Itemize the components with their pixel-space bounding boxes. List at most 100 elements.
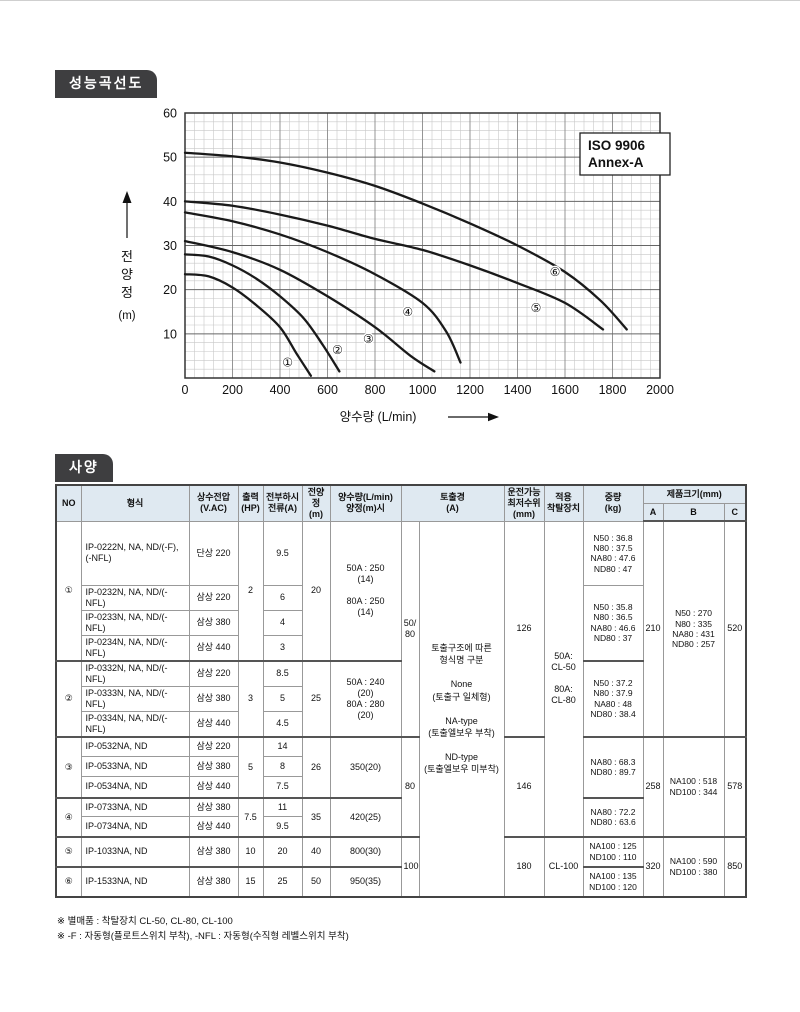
spec-cell: 126 xyxy=(503,520,545,738)
table-row: IP-0333N, NA, ND/(-NFL) 삼상 380 5 xyxy=(56,685,746,712)
spec-cell: 50 xyxy=(301,865,331,898)
chart-text: 1200 xyxy=(456,383,484,397)
spec-cell: IP-1033NA, ND xyxy=(80,835,190,868)
spec-cell: 50A : 250 (14) 80A : 250 (14) xyxy=(329,520,402,662)
spec-cell: IP-0734NA, ND xyxy=(80,816,190,838)
spec-cell: 삼상 380 xyxy=(188,835,239,868)
spec-cell: 9.5 xyxy=(262,520,303,586)
spec-cell: N50 : 35.8 N80 : 36.5 NA80 : 46.6 ND80 :… xyxy=(582,584,644,662)
spec-cell: 350(20) xyxy=(329,735,402,799)
spec-cell: IP-1533NA, ND xyxy=(80,865,190,898)
spec-cell: 950(35) xyxy=(329,865,402,898)
spec-cell: NA100 : 135 ND100 : 120 xyxy=(582,865,644,898)
spec-cell: 3 xyxy=(237,659,264,738)
spec-cell: IP-0334N, NA, ND/(-NFL) xyxy=(80,710,190,738)
col-current: 전부하시 전류(A) xyxy=(262,484,303,522)
col-head: 전양정 (m) xyxy=(301,484,331,522)
table-row: ④ IP-0733NA, ND 삼상 380 7.5 11 35 420(25) NA80 :… xyxy=(55,796,746,838)
col-flow: 양수량(L/min) 양정(m)시 xyxy=(329,484,402,522)
row-group-number: ⑥ xyxy=(55,865,82,898)
table-row: ⑤ IP-1033NA, ND 삼상 380 10 20 40 800(30) 100 180 C… xyxy=(55,835,747,898)
col-size-c: C xyxy=(723,502,747,523)
iso-annotation-box xyxy=(579,132,671,176)
y-tick-label: 40 xyxy=(163,195,177,209)
y-tick-label: 50 xyxy=(163,151,177,165)
col-no: NO xyxy=(55,484,82,522)
spec-cell: 5 xyxy=(262,685,303,712)
spec-cell: IP-0532NA, ND xyxy=(80,735,190,758)
spec-cell: 8 xyxy=(262,756,303,778)
spec-cell: NA100 : 590 ND100 : 380 xyxy=(662,835,725,898)
chart-text: 2000 xyxy=(646,383,674,397)
spec-cell: 80 xyxy=(400,735,420,838)
y-axis-label: 정 xyxy=(121,285,133,300)
spec-cell: 100 xyxy=(400,835,420,898)
col-output: 출력 (HP) xyxy=(237,484,264,522)
curve-4 xyxy=(183,211,462,364)
col-min-level: 운전가능 최저수위 (mm) xyxy=(503,484,545,522)
spec-cell: 40 xyxy=(301,835,331,868)
table-row: ② IP-0332N, NA, ND/(-NFL) 삼상 220 3 8.5 25 50A … xyxy=(55,659,746,738)
spec-cell: 삼상 380 xyxy=(188,796,239,818)
spec-cell: 3 xyxy=(262,634,303,662)
spec-cell: 9.5 xyxy=(262,816,303,838)
iso-annotation-text: ISO 9906 xyxy=(588,138,646,153)
spec-cell: N50 : 37.2 N80 : 37.9 NA80 : 48 ND80 : 3… xyxy=(582,659,644,738)
spec-cell: 단상 220 xyxy=(188,520,239,586)
spec-cell: 삼상 440 xyxy=(188,776,239,799)
curve-number-label: ③ xyxy=(363,332,374,346)
footnotes: ※ 별매품 : 착탈장치 CL-50, CL-80, CL-100 ※ -F :… xyxy=(57,914,349,944)
col-size-b: B xyxy=(662,502,725,523)
spec-cell: 210 xyxy=(642,520,664,738)
y-axis-arrow-head xyxy=(122,191,132,203)
col-voltage: 상수전압 (V.AC) xyxy=(188,484,239,522)
y-tick-label: 30 xyxy=(163,239,177,253)
col-discharge: 토출경 (A) xyxy=(400,484,505,522)
spec-cell: 50/ 80 xyxy=(400,520,420,738)
row-group-number: ⑤ xyxy=(55,835,82,868)
chart-text: 800 xyxy=(365,383,386,397)
curve-number-label: ④ xyxy=(402,305,413,319)
col-weight: 중량 (kg) xyxy=(582,484,644,522)
chart-text: 1600 xyxy=(551,383,579,397)
col-model: 형식 xyxy=(80,484,190,522)
footnote-line: ※ -F : 자동형(플로트스위치 부착), -NFL : 자동형(수직형 레벨… xyxy=(57,931,349,943)
row-group-number: ③ xyxy=(55,735,82,799)
curve-2 xyxy=(183,253,341,373)
spec-cell: IP-0533NA, ND xyxy=(80,756,190,778)
spec-cell: 800(30) xyxy=(329,835,402,868)
chart-text: 600 xyxy=(317,383,338,397)
spec-cell: 7.5 xyxy=(237,796,264,838)
spec-cell: IP-0333N, NA, ND/(-NFL) xyxy=(80,685,190,712)
spec-cell: NA80 : 68.3 ND80 : 89.7 xyxy=(582,735,644,799)
spec-cell: 8.5 xyxy=(262,659,303,687)
chart-text: 0 xyxy=(182,383,189,397)
spec-cell: IP-0233N, NA, ND/(-NFL) xyxy=(80,609,190,636)
spec-cell: 4 xyxy=(262,609,303,636)
spec-cell: 25 xyxy=(301,659,331,738)
row-group-number: ① xyxy=(55,520,82,662)
spec-cell: 26 xyxy=(301,735,331,799)
spec-cell: 삼상 380 xyxy=(188,685,239,712)
chart-text: 1800 xyxy=(599,383,627,397)
table-row: IP-0534NA, ND 삼상 440 7.5 xyxy=(56,776,746,799)
y-tick-label: 60 xyxy=(163,107,177,121)
spec-cell: 146 xyxy=(503,735,545,838)
spec-cell: 토출구조에 따른 형식명 구분 None (토출구 일체형) NA-type (… xyxy=(418,520,505,898)
table-row: ③ IP-0532NA, ND 삼상 220 5 14 26 350(20) 80 146 NA8… xyxy=(55,735,747,838)
performance-curve-chart: 0 200 400 600 800 1000 1200 1400 1600 1800 2000 10 2… xyxy=(118,107,674,425)
table-row: ⑥ IP-1533NA, ND 삼상 380 15 25 50 950(35) NA100 :… xyxy=(55,865,746,898)
table-row: IP-0734NA, ND 삼상 440 9.5 xyxy=(56,816,746,838)
spec-cell: 5 xyxy=(237,735,264,799)
spec-cell: NA100 : 518 ND100 : 344 xyxy=(662,735,725,838)
spec-cell: 삼상 440 xyxy=(188,816,239,838)
chart-text: 1000 xyxy=(409,383,437,397)
spec-cell: N50 : 36.8 N80 : 37.5 NA80 : 47.6 ND80 :… xyxy=(582,520,644,586)
footnote-line: ※ 별매품 : 착탈장치 CL-50, CL-80, CL-100 xyxy=(57,916,233,927)
spec-cell: 10 xyxy=(237,835,264,868)
spec-cell: IP-0232N, NA, ND/(-NFL) xyxy=(80,584,190,611)
curve-5 xyxy=(183,200,605,331)
section-badge-spec: 사양 xyxy=(55,454,113,482)
spec-cell: 6 xyxy=(262,584,303,611)
